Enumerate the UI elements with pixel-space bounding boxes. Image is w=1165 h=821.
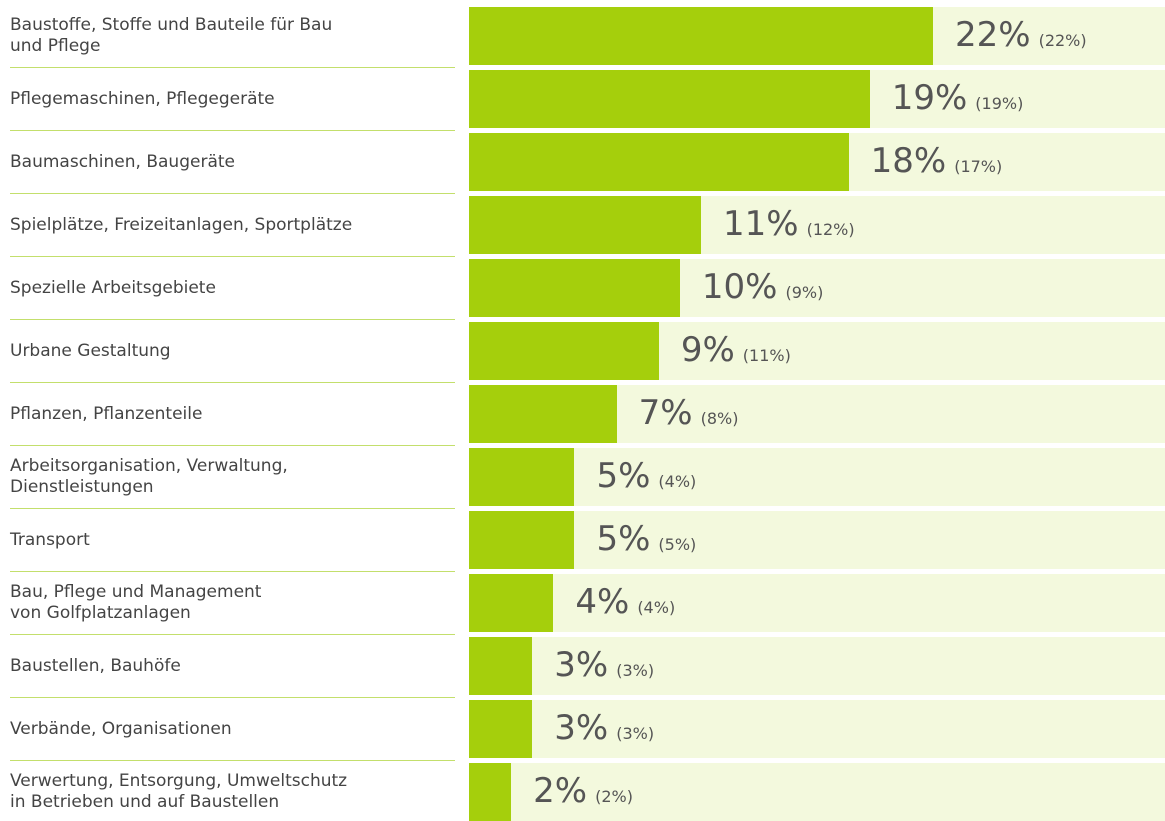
value-label-previous: (3%) — [616, 661, 655, 680]
bar-background — [469, 763, 1165, 821]
category-label: Transport — [10, 529, 90, 550]
bar-background — [469, 511, 1165, 569]
value-label-previous: (22%) — [1038, 31, 1087, 50]
category-label: Spielplätze, Freizeitanlagen, Sportplätz… — [10, 214, 353, 235]
separator — [10, 508, 455, 509]
bar — [469, 448, 575, 506]
value-label: 7% (8%) — [639, 393, 739, 433]
category-label: Verwertung, Entsorgung, Umweltschutz in … — [10, 771, 348, 812]
value-label: 11% (12%) — [723, 204, 855, 244]
value-label-current: 5% — [596, 456, 651, 496]
value-label-current: 19% — [891, 78, 968, 118]
bar — [469, 7, 933, 65]
value-label-previous: (3%) — [616, 724, 655, 743]
bar-background — [469, 574, 1165, 632]
value-label-previous: (5%) — [658, 535, 697, 554]
separator — [10, 130, 455, 131]
category-label: Pflegemaschinen, Pflegegeräte — [10, 88, 275, 109]
bar — [469, 763, 512, 821]
category-label: Baustoffe, Stoffe und Bauteile für Bau u… — [10, 15, 333, 56]
value-label-current: 10% — [701, 267, 778, 307]
bar — [469, 511, 575, 569]
bar-background — [469, 700, 1165, 758]
value-label-current: 4% — [575, 582, 630, 622]
value-label: 19% (19%) — [892, 78, 1024, 118]
value-label: 5% (4%) — [596, 456, 696, 496]
value-label: 4% (4%) — [575, 582, 675, 622]
separator — [10, 193, 455, 194]
separator — [10, 697, 455, 698]
bar — [469, 322, 659, 380]
bar — [469, 196, 701, 254]
separator — [10, 571, 455, 572]
separator — [10, 382, 455, 383]
bar — [469, 133, 849, 191]
bar — [469, 385, 617, 443]
category-label: Verbände, Organisationen — [10, 718, 232, 739]
bar-background — [469, 637, 1165, 695]
value-label: 2% (2%) — [533, 771, 633, 811]
value-label: 5% (5%) — [596, 519, 696, 559]
value-label-previous: (4%) — [658, 472, 697, 491]
value-label-current: 7% — [638, 393, 693, 433]
separator — [10, 319, 455, 320]
value-label: 18% (17%) — [871, 141, 1003, 181]
separator — [10, 760, 455, 761]
category-label: Spezielle Arbeitsgebiete — [10, 277, 216, 298]
value-label-previous: (19%) — [975, 94, 1024, 113]
bar-background — [469, 448, 1165, 506]
category-label: Bau, Pflege und Management von Golfplatz… — [10, 582, 262, 623]
value-label: 9% (11%) — [681, 330, 791, 370]
value-label-previous: (4%) — [637, 598, 676, 617]
category-label: Baustellen, Bauhöfe — [10, 655, 181, 676]
separator — [10, 634, 455, 635]
value-label: 22% (22%) — [955, 15, 1087, 55]
value-label: 3% (3%) — [554, 708, 654, 748]
separator — [10, 445, 455, 446]
category-label: Urbane Gestaltung — [10, 340, 171, 361]
value-label-current: 9% — [680, 330, 735, 370]
bar — [469, 637, 533, 695]
value-label-current: 2% — [533, 771, 588, 811]
value-label-previous: (17%) — [954, 157, 1003, 176]
bar — [469, 259, 680, 317]
bar — [469, 70, 870, 128]
value-label-previous: (2%) — [595, 787, 633, 806]
value-label-current: 22% — [955, 15, 1031, 55]
value-label-previous: (12%) — [806, 220, 855, 239]
separator — [10, 256, 455, 257]
value-label-current: 3% — [554, 708, 609, 748]
value-label: 10% (9%) — [702, 267, 823, 307]
category-label: Baumaschinen, Baugeräte — [10, 151, 235, 172]
value-label-current: 11% — [723, 204, 799, 244]
category-label: Pflanzen, Pflanzenteile — [10, 403, 203, 424]
value-label-previous: (11%) — [742, 346, 791, 365]
value-label: 3% (3%) — [554, 645, 654, 685]
separator — [10, 67, 455, 68]
value-label-previous: (9%) — [785, 283, 824, 302]
value-label-current: 5% — [596, 519, 651, 559]
bar — [469, 700, 533, 758]
value-label-current: 3% — [554, 645, 609, 685]
bar — [469, 574, 554, 632]
category-label: Arbeitsorganisation, Verwaltung, Dienstl… — [10, 456, 288, 497]
value-label-current: 18% — [870, 141, 947, 181]
value-label-previous: (8%) — [700, 409, 739, 428]
